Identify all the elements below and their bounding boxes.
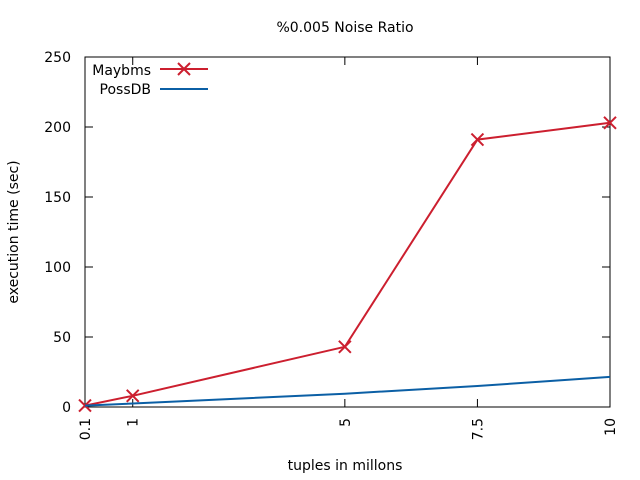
y-tick-label: 200	[44, 120, 71, 136]
x-tick-label: 1	[126, 418, 142, 427]
data-point-maybms	[603, 116, 617, 130]
y-tick-label: 0	[62, 400, 71, 416]
x-tick-label: 7.5	[470, 418, 486, 440]
data-point-maybms	[338, 340, 352, 354]
x-axis-label: tuples in millons	[288, 458, 403, 474]
y-tick-label: 250	[44, 50, 71, 66]
series-layer	[78, 116, 617, 413]
chart-title: %0.005 Noise Ratio	[276, 20, 413, 36]
series-line-maybms	[84, 121, 611, 407]
x-axis: 0.1 1 5 7.5 10	[78, 57, 619, 440]
x-tick-label: 0.1	[78, 418, 94, 440]
y-axis: 0 50 100 150 200 250	[44, 50, 610, 416]
y-tick-label: 150	[44, 190, 71, 206]
legend-cross-marker	[177, 62, 191, 76]
x-tick-label: 5	[338, 418, 354, 427]
y-tick-label: 50	[53, 330, 71, 346]
data-point-maybms	[126, 389, 140, 403]
legend: Maybms PossDB	[92, 62, 208, 98]
series-line-possdb	[84, 375, 611, 407]
y-axis-label: execution time (sec)	[6, 160, 22, 303]
legend-label-possdb: PossDB	[100, 82, 151, 98]
y-tick-label: 100	[44, 260, 71, 276]
x-tick-label: 10	[603, 418, 619, 436]
legend-marker-maybms	[177, 62, 191, 76]
data-point-maybms	[470, 132, 485, 147]
plot-area	[84, 56, 611, 408]
legend-label-maybms: Maybms	[92, 63, 151, 79]
plot-frame	[84, 56, 611, 408]
